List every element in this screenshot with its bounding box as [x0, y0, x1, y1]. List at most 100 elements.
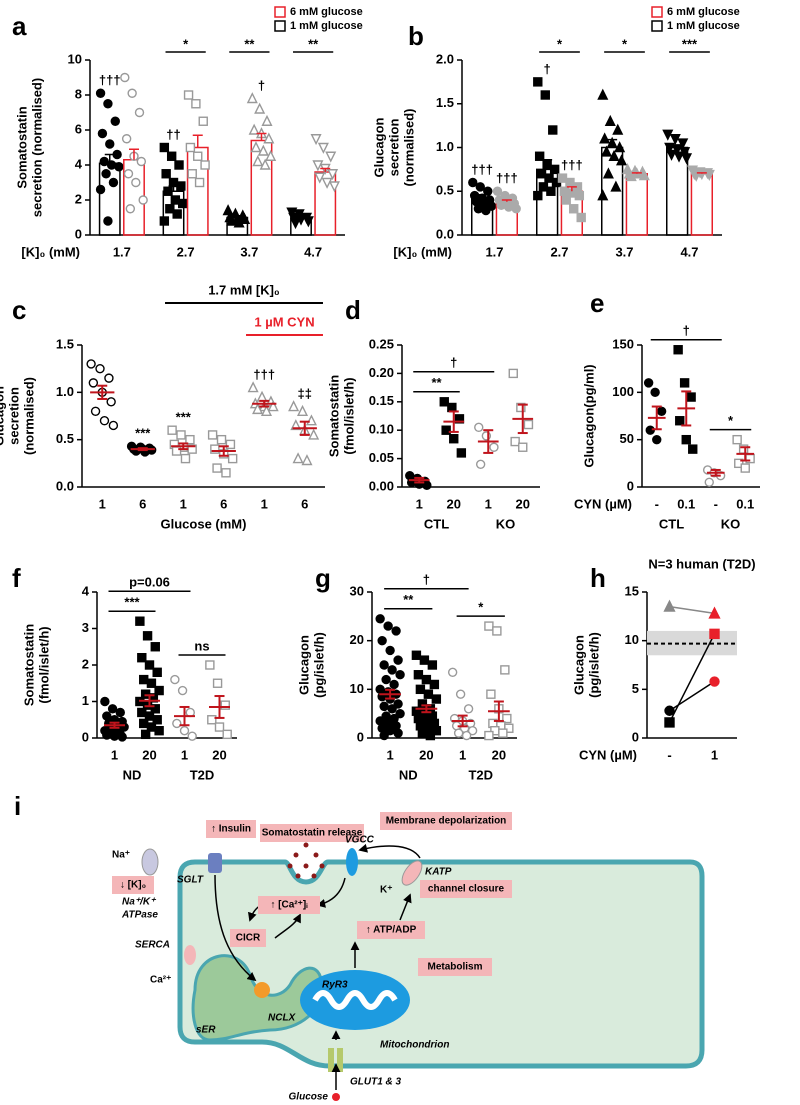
point	[140, 729, 151, 740]
x-tick-label: 1	[181, 747, 188, 762]
point	[385, 645, 395, 656]
x-row-label: CYN (µM)	[579, 747, 637, 762]
point	[431, 726, 442, 736]
point	[131, 177, 141, 188]
y-tick-label: 0	[82, 729, 89, 744]
y-axis-label: Somatostatin	[21, 624, 36, 706]
x-tick-label: 1	[485, 496, 492, 511]
panel-letter: e	[590, 288, 604, 318]
point	[114, 162, 124, 172]
y-tick-label: 0.5	[56, 431, 74, 446]
x-tick-label: 4.7	[680, 244, 698, 259]
point	[474, 422, 484, 433]
point	[104, 373, 114, 383]
point	[314, 172, 326, 184]
x-tick-label: 1	[387, 747, 394, 762]
point	[533, 77, 543, 87]
group-label: KO	[721, 516, 741, 531]
pair-line	[669, 605, 715, 615]
label: VGCC	[345, 835, 375, 846]
point	[88, 378, 99, 388]
point	[523, 419, 534, 430]
point	[170, 674, 180, 685]
x-tick-label: 0.1	[677, 496, 695, 511]
legend-swatch	[651, 20, 663, 32]
diagram: i Somatostatin release Membrane depolari…	[14, 791, 705, 1103]
nclx	[254, 982, 270, 998]
point	[574, 190, 585, 201]
y-axis-label: Glucagon(pg/ml)	[581, 364, 596, 467]
point	[260, 404, 273, 416]
x-tick-label: 1	[180, 496, 187, 511]
y-axis-label: Glucagon	[371, 117, 386, 177]
point	[500, 665, 510, 675]
point	[144, 660, 155, 670]
x-tick-label: -	[655, 496, 659, 511]
point	[447, 667, 458, 677]
significance-label: †	[683, 323, 690, 338]
point	[614, 141, 626, 153]
x-tick-label: 20	[212, 747, 226, 762]
legend-swatch	[274, 20, 286, 32]
bracket-label: 1 µM CYN	[254, 314, 314, 329]
point	[97, 128, 108, 139]
point	[207, 430, 218, 440]
point	[172, 209, 182, 219]
y-tick-label: 50	[620, 431, 634, 446]
x-axis-label: [K]₀ (mM)	[21, 244, 80, 259]
y-axis-label: Somatostatin	[326, 375, 341, 457]
point	[172, 718, 182, 729]
significance-label: †††	[561, 158, 583, 173]
y-axis-label: (pg/islet/h)	[586, 632, 601, 698]
y-axis-label: secretion	[386, 119, 401, 177]
significance-label: ns	[194, 638, 209, 653]
group-label: KO	[496, 516, 516, 531]
point	[225, 439, 236, 450]
point	[483, 186, 493, 196]
point	[379, 660, 389, 670]
group-label: CTL	[424, 516, 449, 531]
point	[686, 392, 696, 402]
point	[165, 204, 175, 214]
point	[467, 726, 478, 736]
point	[246, 92, 258, 104]
point	[142, 631, 153, 641]
point	[177, 198, 188, 209]
point	[105, 139, 115, 149]
significance-label: *	[183, 36, 189, 51]
y-tick-label: 2	[75, 191, 82, 206]
point	[120, 72, 130, 83]
point	[139, 718, 149, 729]
label-box	[260, 824, 364, 842]
point	[305, 414, 317, 426]
point	[207, 715, 217, 725]
label-box	[418, 958, 492, 976]
point	[484, 730, 494, 741]
x-axis-label: Glucose (mM)	[161, 516, 247, 531]
y-axis-label: (fmol/islet/h)	[341, 377, 356, 454]
y-axis-label: (normalised)	[21, 377, 36, 455]
point	[602, 167, 614, 179]
point	[413, 670, 424, 680]
label: Ca²⁺	[150, 975, 171, 986]
point	[176, 430, 186, 440]
point	[106, 397, 116, 407]
point	[121, 134, 132, 144]
point	[115, 707, 125, 718]
y-tick-label: 6	[75, 121, 82, 136]
x-tick-label: -	[667, 747, 671, 762]
significance-label: **	[431, 375, 442, 390]
point	[259, 158, 271, 170]
point	[455, 689, 466, 699]
point	[185, 142, 196, 153]
label: GLUT1 & 3	[350, 1077, 402, 1088]
point	[489, 442, 499, 452]
point	[421, 674, 432, 685]
point	[468, 177, 478, 188]
y-tick-label: 1.0	[56, 384, 74, 399]
point	[481, 205, 491, 216]
y-axis-label: secretion	[6, 387, 21, 445]
point	[431, 694, 442, 704]
point	[103, 99, 113, 109]
legend-swatch	[274, 6, 286, 18]
